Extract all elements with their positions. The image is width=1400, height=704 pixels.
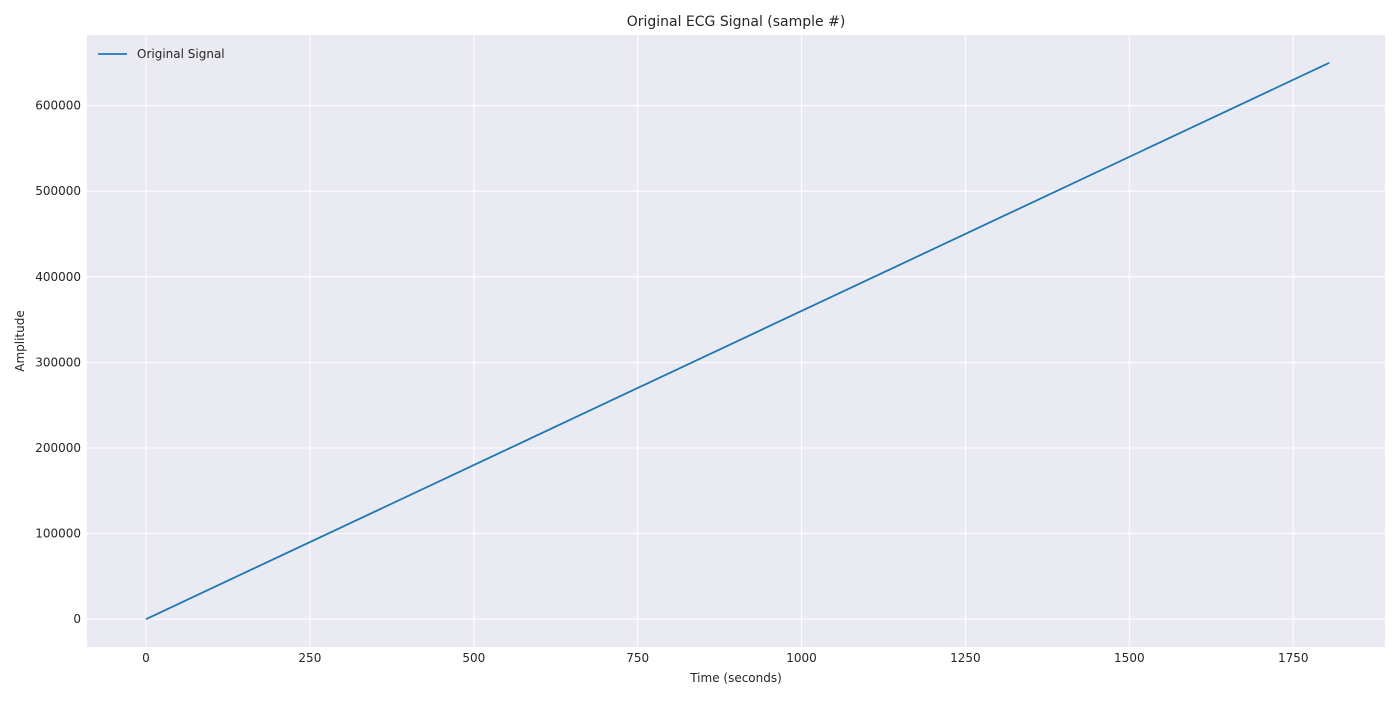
x-tick-label-2: 500 [462,651,485,665]
x-tick-label-1: 250 [298,651,321,665]
y-tick-label-2: 200000 [35,441,81,455]
y-tick-label-0: 0 [73,612,81,626]
x-tick-label-3: 750 [626,651,649,665]
legend: Original Signal [98,47,225,61]
x-tick-label-4: 1000 [786,651,817,665]
x-tick-label-7: 1750 [1278,651,1309,665]
y-tick-label-1: 100000 [35,527,81,541]
y-axis-label: Amplitude [13,310,27,372]
series-line-0 [145,62,1330,620]
series-layer [145,62,1330,620]
chart-title: Original ECG Signal (sample #) [627,14,846,30]
x-axis-label: Time (seconds) [689,671,782,685]
x-tick-label-0: 0 [142,651,150,665]
x-tick-label-5: 1250 [950,651,981,665]
y-tick-label-6: 600000 [35,99,81,113]
legend-label: Original Signal [137,47,225,61]
x-tick-label-6: 1500 [1114,651,1145,665]
y-tick-label-5: 500000 [35,184,81,198]
y-tick-label-3: 300000 [35,355,81,369]
grid-lines [87,35,1385,647]
y-tick-label-4: 400000 [35,270,81,284]
tick-labels: 0 250 500 750 1000 1250 1500 1750 0 100000 200000 3… [35,99,1308,665]
